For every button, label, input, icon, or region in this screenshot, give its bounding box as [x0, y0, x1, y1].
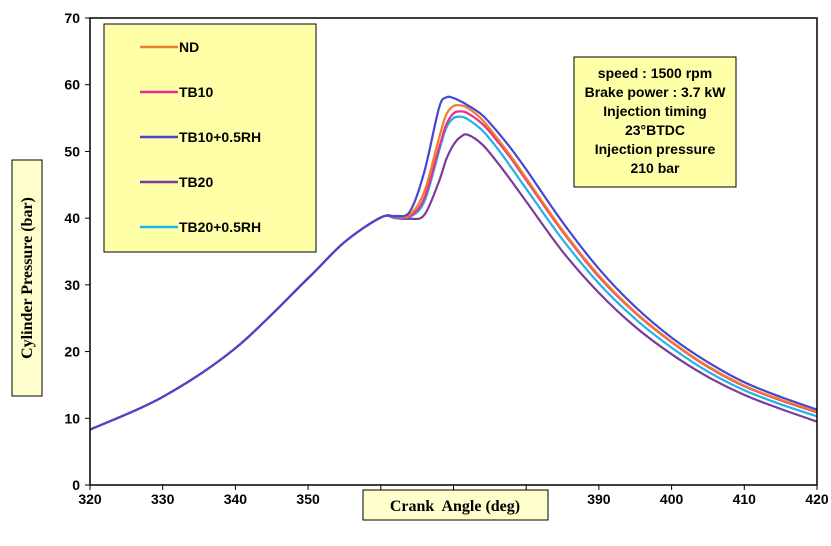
annotation-background	[573, 56, 737, 188]
legend-label: TB20	[179, 174, 213, 190]
x-tick-label: 400	[660, 491, 684, 507]
annotation-line: Injection timing	[603, 103, 706, 119]
y-tick-label: 70	[64, 10, 80, 26]
x-tick-label: 420	[805, 491, 829, 507]
x-axis-title: Crank Angle (deg)	[390, 498, 520, 515]
x-tick-label: 330	[151, 491, 175, 507]
legend-label: ND	[179, 39, 199, 55]
y-tick-label: 20	[64, 344, 80, 360]
y-axis-title-box: Cylinder Pressure (bar)	[11, 159, 43, 397]
annotation-line: Brake power : 3.7 kW	[585, 84, 727, 100]
annotation-box: speed : 1500 rpm Brake power : 3.7 kW Inje…	[573, 56, 737, 188]
annotation-line: speed : 1500 rpm	[598, 65, 712, 81]
y-tick-label: 50	[64, 143, 80, 159]
y-tick-label: 0	[72, 477, 80, 493]
series-line-tb10-0-5rh	[89, 95, 818, 431]
legend-label: TB20+0.5RH	[179, 219, 261, 235]
legend-label: TB10	[179, 84, 213, 100]
annotation-line: Injection pressure	[595, 141, 716, 157]
x-tick-label: 320	[78, 491, 102, 507]
annotation-line: 23°BTDC	[625, 122, 685, 138]
x-tick-label: 390	[587, 491, 611, 507]
y-tick-label: 60	[64, 77, 80, 93]
annotation-line: 210 bar	[630, 160, 680, 176]
y-tick-label: 40	[64, 210, 80, 226]
legend-label: TB10+0.5RH	[179, 129, 261, 145]
y-tick-label: 10	[64, 410, 80, 426]
legend: ND TB10 TB10+0.5RH TB20 TB20+0.5RH	[103, 23, 317, 253]
x-tick-label: 410	[733, 491, 757, 507]
x-axis-title-box: Crank Angle (deg)	[362, 489, 549, 521]
y-axis-title: Cylinder Pressure (bar)	[19, 197, 36, 359]
legend-box	[103, 23, 317, 253]
x-tick-label: 340	[224, 491, 248, 507]
y-tick-label: 30	[64, 277, 80, 293]
plot-lines	[89, 95, 818, 431]
x-tick-label: 350	[296, 491, 320, 507]
